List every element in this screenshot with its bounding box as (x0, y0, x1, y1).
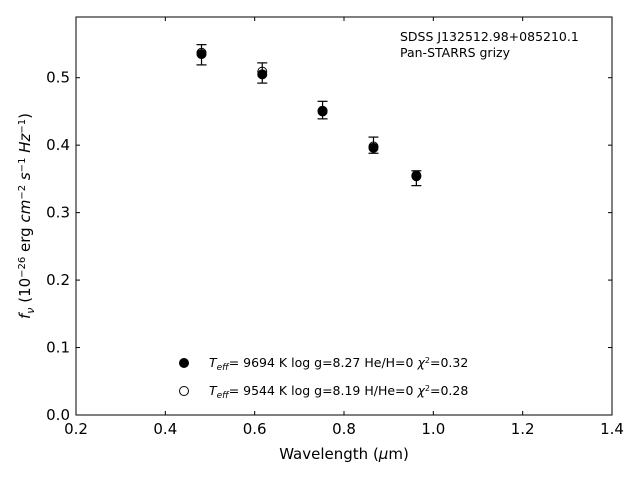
y-axis-label: fν (10−26 erg cm−2 s−1 Hz−1) (16, 113, 37, 319)
y-tick-label: 0.5 (46, 69, 70, 87)
x-tick-label: 0.2 (64, 420, 88, 438)
y-tick-label: 0.2 (46, 271, 70, 289)
legend-marker-open (179, 386, 189, 396)
x-tick-label: 0.4 (153, 420, 177, 438)
legend-entry-1: Teff= 9694 K log g=8.27 He/H=0 χ2=0.32 (209, 355, 468, 373)
survey-name: Pan-STARRS grizy (400, 45, 511, 60)
y-tick-label: 0.3 (46, 204, 70, 222)
x-tick-label: 1.0 (421, 420, 445, 438)
data-layer (196, 44, 422, 187)
y-tick-label: 0.4 (46, 136, 70, 154)
x-axis-label: Wavelength (μm) (279, 445, 409, 463)
x-tick-label: 0.8 (332, 420, 356, 438)
legend: Teff= 9694 K log g=8.27 He/H=0 χ2=0.32 T… (179, 355, 468, 401)
x-tick-label: 1.2 (511, 420, 535, 438)
x-tick-label: 1.4 (600, 420, 624, 438)
x-tick-label: 0.6 (243, 420, 267, 438)
ticks-layer: 0.2 0.4 0.6 0.8 1.0 1.2 1.4 0.0 0.1 0.2 0.3 0.4 0.5 (46, 17, 624, 438)
y-tick-label: 0.0 (46, 406, 70, 424)
y-tick-label: 0.1 (46, 339, 70, 357)
legend-marker-filled (179, 358, 189, 368)
legend-entry-2: Teff= 9544 K log g=8.19 H/He=0 χ2=0.28 (209, 383, 468, 401)
object-name: SDSS J132512.98+085210.1 (400, 29, 579, 44)
